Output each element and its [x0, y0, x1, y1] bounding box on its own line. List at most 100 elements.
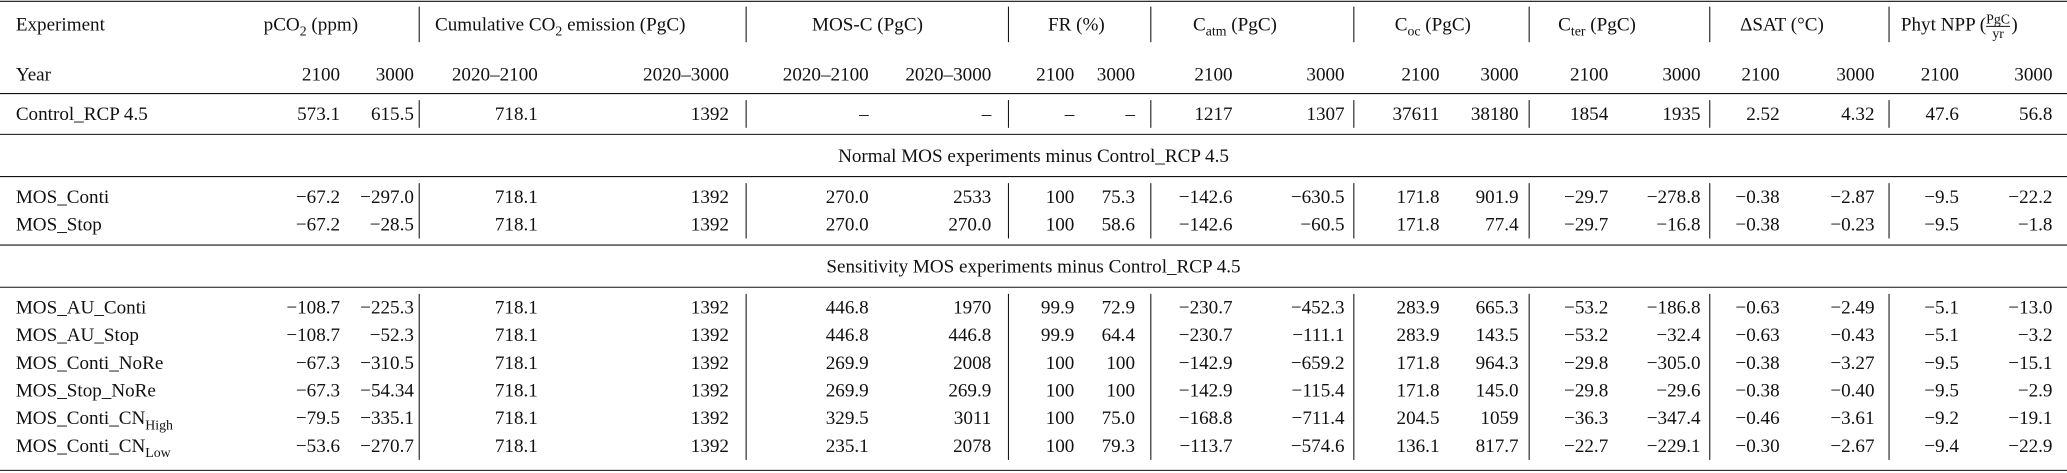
cell: −186.8: [1647, 298, 1701, 319]
cell: −15.1: [2008, 353, 2052, 374]
cell: 1059: [1480, 408, 1518, 429]
cell: 718.1: [495, 215, 538, 236]
cell: 77.4: [1485, 215, 1519, 236]
cell: −0.38: [1735, 187, 1779, 208]
header-part: C: [1558, 14, 1571, 35]
row-label-sub: Low: [145, 445, 170, 460]
period-header: 3000: [1306, 64, 1344, 85]
header-part: C: [1193, 14, 1206, 35]
cell: –: [858, 104, 869, 125]
cell: −630.5: [1291, 187, 1345, 208]
cell: −142.6: [1179, 187, 1233, 208]
cell: −115.4: [1292, 381, 1345, 402]
cell: 171.8: [1397, 353, 1440, 374]
group-header: FR (%): [1048, 14, 1105, 35]
cell: 100: [1106, 381, 1135, 402]
row-label-text: MOS_AU_Stop: [16, 325, 139, 346]
cell: −2.87: [1830, 187, 1874, 208]
cell: −452.3: [1291, 298, 1345, 319]
header-part: (PgC): [1421, 14, 1471, 35]
cell: 75.3: [1102, 187, 1135, 208]
cell: −113.7: [1180, 436, 1233, 457]
cell: 75.0: [1102, 408, 1135, 429]
cell: −230.7: [1179, 325, 1233, 346]
cell: 446.8: [826, 298, 869, 319]
cell: 901.9: [1476, 187, 1519, 208]
cell: 2078: [953, 436, 991, 457]
row-label: MOS_Stop_NoRe: [16, 381, 156, 402]
cell: −53.2: [1564, 325, 1608, 346]
cell: 817.7: [1476, 436, 1519, 457]
cell: 269.9: [826, 353, 869, 374]
cell: 56.8: [2019, 104, 2052, 125]
cell: 100: [1046, 436, 1075, 457]
cell: −9.5: [1924, 215, 1959, 236]
cell: −19.1: [2008, 408, 2052, 429]
header-part: ter: [1571, 24, 1586, 39]
group-header: Catm (PgC): [1193, 14, 1277, 38]
period-header: 3000: [1097, 64, 1135, 85]
cell: −229.1: [1647, 436, 1701, 457]
cell: −2.9: [2018, 381, 2053, 402]
cell: −225.3: [360, 298, 414, 319]
cell: −9.5: [1924, 187, 1959, 208]
cell: −347.4: [1647, 408, 1701, 429]
row-label-text: MOS_Stop: [16, 215, 102, 236]
cell: 100: [1106, 353, 1135, 374]
cell: 283.9: [1397, 298, 1440, 319]
cell: 446.8: [826, 325, 869, 346]
cell: −29.7: [1564, 187, 1608, 208]
period-header: 2100: [1570, 64, 1608, 85]
header-part: (ppm): [307, 14, 358, 35]
header-part: Cumulative CO: [435, 14, 555, 35]
experiment-header: Experiment: [16, 14, 106, 35]
header-part: PgC: [1986, 12, 2010, 27]
row-label: MOS_Conti_CNLow: [16, 436, 171, 460]
period-header: 2100: [1036, 64, 1074, 85]
cell: 1935: [1662, 104, 1700, 125]
cell: −9.4: [1924, 436, 1959, 457]
row-label: MOS_Conti: [16, 187, 109, 208]
cell: 329.5: [826, 408, 869, 429]
cell: 665.3: [1476, 298, 1519, 319]
row-label: MOS_AU_Conti: [16, 298, 147, 319]
header-part: emission (PgC): [562, 14, 685, 35]
cell: 1392: [691, 298, 729, 319]
cell: 145.0: [1476, 381, 1519, 402]
header-part: yr: [1992, 26, 2004, 41]
period-header: 2100: [1401, 64, 1439, 85]
cell: 4.32: [1841, 104, 1874, 125]
cell: 446.8: [948, 325, 991, 346]
cell: 100: [1046, 215, 1075, 236]
cell: 1307: [1306, 104, 1344, 125]
cell: 235.1: [826, 436, 869, 457]
cell: −53.2: [1564, 298, 1608, 319]
cell: 100: [1046, 353, 1075, 374]
cell: 1854: [1570, 104, 1609, 125]
row-label-text: MOS_Stop_NoRe: [16, 381, 156, 402]
cell: 100: [1046, 187, 1075, 208]
header-part: ΔSAT (°C): [1740, 14, 1824, 35]
cell: 136.1: [1397, 436, 1440, 457]
cell: −142.6: [1179, 215, 1233, 236]
cell: 72.9: [1102, 298, 1135, 319]
row-label: Control_RCP 4.5: [16, 104, 148, 125]
cell: 99.9: [1041, 298, 1074, 319]
cell: −270.7: [360, 436, 414, 457]
header-part: 2: [300, 24, 307, 39]
cell: −0.63: [1735, 325, 1779, 346]
cell: 283.9: [1397, 325, 1440, 346]
cell: 1392: [691, 104, 729, 125]
cell: 718.1: [495, 436, 538, 457]
row-label-text: MOS_Conti: [16, 187, 109, 208]
cell: 171.8: [1397, 187, 1440, 208]
cell: 1392: [691, 408, 729, 429]
group-header: Cter (PgC): [1558, 14, 1636, 38]
cell: −142.9: [1179, 381, 1233, 402]
cell: 1392: [691, 215, 729, 236]
header-part: C: [1395, 14, 1408, 35]
cell: 269.9: [948, 381, 991, 402]
row-label: MOS_Conti_NoRe: [16, 353, 164, 374]
cell: 270.0: [826, 215, 869, 236]
